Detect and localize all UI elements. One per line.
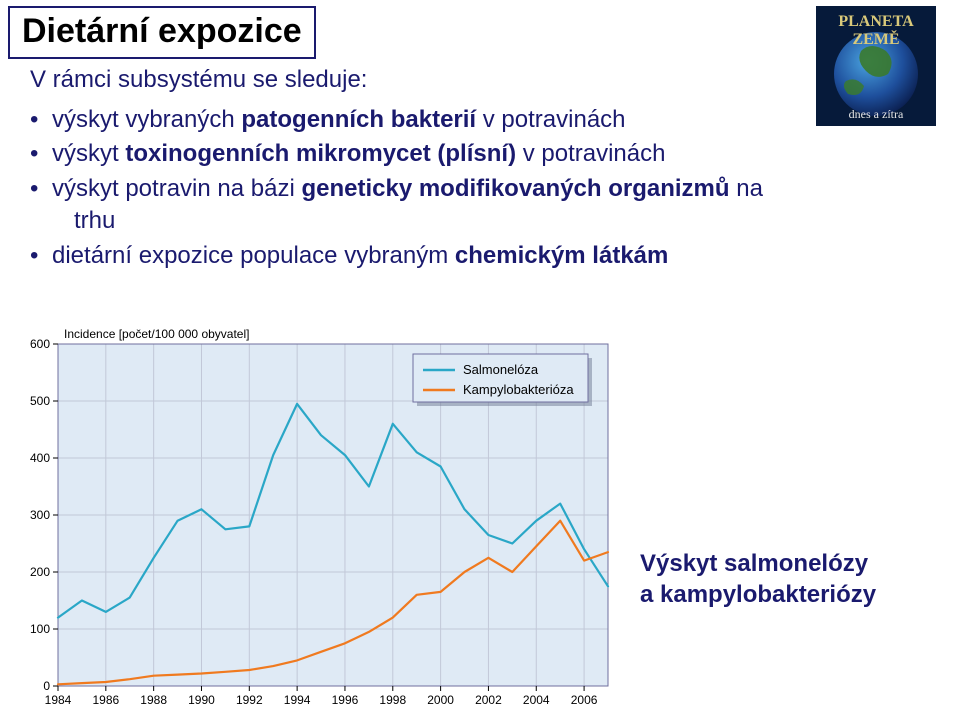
chart-caption: Výskyt salmonelózy a kampylobakteriózy [640,548,900,610]
incidence-chart: 0 100 200 300 400 500 600 1984 1986 1988 1990 1992 1… [8,322,618,712]
svg-text:500: 500 [30,394,50,408]
svg-text:1998: 1998 [379,693,406,707]
svg-text:Incidence [počet/100 000 obyva: Incidence [počet/100 000 obyvatel] [64,327,249,341]
svg-text:Kampylobakterióza: Kampylobakterióza [463,382,574,397]
svg-text:Salmonelóza: Salmonelóza [463,362,539,377]
caption-line: a kampylobakteriózy [640,581,876,608]
logo-line1: PLANETA [838,13,914,30]
bullet-text: výskyt vybraných [52,106,241,133]
bullet-text: výskyt potravin na bázi [52,175,301,202]
svg-text:1984: 1984 [45,693,72,707]
earth-logo: PLANETA ZEMĚ dnes a zítra [816,6,936,126]
bullet-text: v potravinách [476,106,625,133]
svg-text:2002: 2002 [475,693,502,707]
logo-line3: dnes a zítra [849,107,904,121]
bullet-text: v potravinách [516,140,665,167]
svg-text:100: 100 [30,622,50,636]
svg-text:200: 200 [30,565,50,579]
bullet-text: výskyt [52,140,125,167]
bullet-text: dietární expozice populace vybraným [52,242,455,269]
bullet-bold: toxinogenních mikromycet (plísní) [125,140,516,167]
svg-text:2006: 2006 [571,693,598,707]
bullet-bold: chemickým látkám [455,242,668,269]
bullet-text: na [730,175,763,202]
title-box: Dietární expozice [8,6,316,59]
subtitle: V rámci subsystému se sleduje: [30,66,367,94]
svg-text:2000: 2000 [427,693,454,707]
svg-text:1996: 1996 [332,693,359,707]
list-item: výskyt potravin na bázi geneticky modifi… [30,173,780,238]
svg-text:1988: 1988 [140,693,167,707]
svg-text:600: 600 [30,337,50,351]
svg-text:1994: 1994 [284,693,311,707]
bullet-bold: patogenních bakterií [241,106,476,133]
svg-text:300: 300 [30,508,50,522]
page-title: Dietární expozice [22,12,302,50]
svg-text:2004: 2004 [523,693,550,707]
bullet-list: výskyt vybraných patogenních bakterií v … [30,104,780,274]
svg-text:0: 0 [43,679,50,693]
logo-line2: ZEMĚ [852,29,899,48]
svg-text:1990: 1990 [188,693,215,707]
svg-text:1986: 1986 [92,693,119,707]
list-item: výskyt toxinogenních mikromycet (plísní)… [30,138,780,170]
svg-text:1992: 1992 [236,693,263,707]
list-item: výskyt vybraných patogenních bakterií v … [30,104,780,136]
list-item: dietární expozice populace vybraným chem… [30,240,780,272]
bullet-sub: trhu [74,205,780,237]
svg-text:400: 400 [30,451,50,465]
caption-line: Výskyt salmonelózy [640,550,868,577]
bullet-bold: geneticky modifikovaných organizmů [301,175,729,202]
